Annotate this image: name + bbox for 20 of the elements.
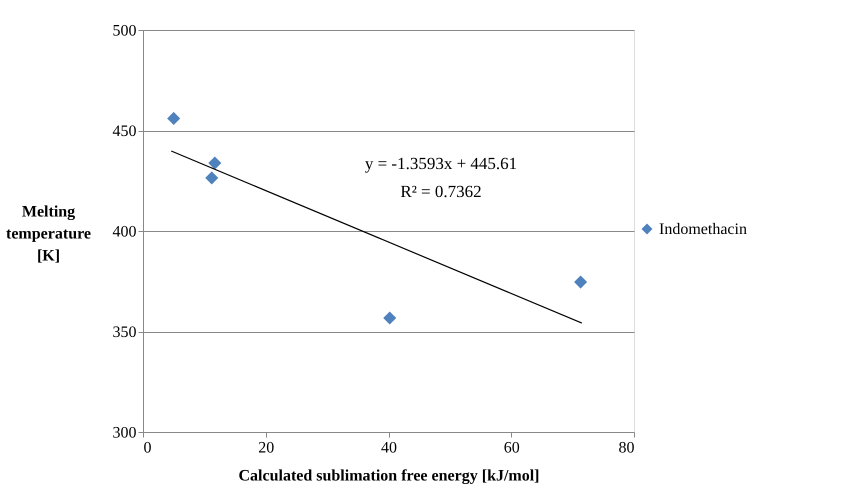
x-tick-label: 40 [381, 440, 397, 456]
annotation: y = -1.3593x + 445.61 [364, 154, 518, 173]
y-tick-label: 350 [112, 324, 136, 341]
point [574, 276, 588, 289]
point [167, 112, 180, 125]
annotation: R² = 0.7362 [400, 182, 482, 201]
point [208, 156, 222, 170]
x-tick-label: 80 [618, 440, 634, 456]
x-tick-label: 60 [504, 440, 520, 456]
y-tick-label: 450 [112, 123, 136, 140]
x-tick-label: 0 [144, 440, 152, 456]
x-axis-title: Calculated sublimation free energy [kJ/mol] [238, 468, 540, 484]
y-tick-label: 500 [112, 22, 136, 40]
y-tick-label: 400 [112, 224, 136, 240]
x-tick-label: 20 [258, 440, 274, 456]
point [205, 171, 218, 184]
y-axis-title: Melting temperature [K] [6, 204, 91, 264]
point [383, 312, 396, 325]
legend-label: Indomethacin [659, 221, 747, 238]
y-tick-label: 300 [112, 424, 136, 442]
